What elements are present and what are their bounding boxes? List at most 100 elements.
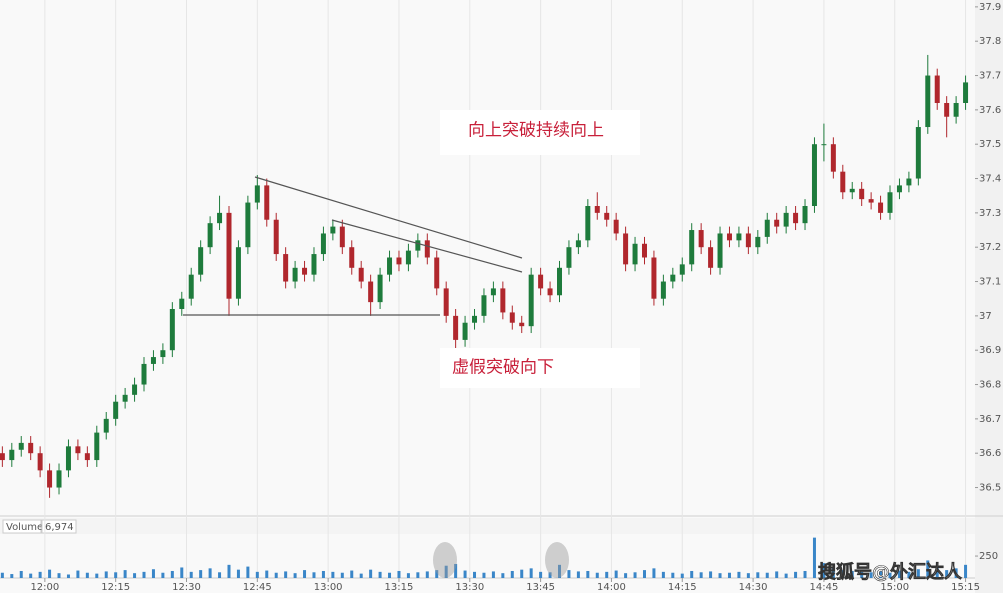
candle-body [198, 247, 204, 275]
candle-body [963, 82, 969, 103]
volume-y-tick-label: 250 [979, 551, 998, 562]
candle-body [613, 219, 619, 234]
volume-bar [397, 570, 401, 578]
volume-bar [671, 572, 675, 578]
candle-body [830, 144, 836, 172]
candle-body [292, 267, 298, 282]
candle-body [736, 233, 742, 241]
candle-body [849, 188, 855, 193]
volume-bar [860, 571, 864, 578]
candle-body [632, 243, 638, 265]
candle-body [679, 264, 685, 275]
volume-bar [756, 572, 760, 578]
volume-bar [510, 570, 514, 578]
candle-body [358, 267, 364, 282]
candle-body [755, 236, 761, 248]
volume-bar [444, 565, 448, 578]
candle-body [396, 257, 402, 265]
y-tick-label: 36.9 [979, 345, 1001, 356]
candle-body [557, 267, 563, 296]
volume-name: Volume [6, 522, 43, 533]
volume-bar [614, 570, 618, 578]
volume-bar [66, 574, 70, 578]
volume-bar [709, 571, 713, 578]
y-tick-label: 37.3 [979, 208, 1001, 219]
volume-bar [463, 570, 467, 578]
candle-body [103, 418, 109, 433]
x-tick-label: 13:30 [455, 582, 484, 593]
volume-bar [416, 572, 420, 578]
volume-bar [775, 571, 779, 578]
volume-bar [652, 568, 656, 578]
candle-body [28, 442, 34, 454]
volume-bar [359, 573, 363, 578]
volume-header [0, 518, 975, 534]
candle-body [472, 315, 478, 323]
candle-body [160, 350, 166, 358]
volume-bar [104, 571, 108, 578]
x-tick-label: 15:15 [951, 582, 980, 593]
volume-bar [491, 571, 495, 578]
candle-body [264, 185, 270, 220]
candle-body [944, 103, 950, 117]
volume-bar [189, 571, 193, 578]
candle-body [169, 309, 175, 351]
volume-bar [76, 570, 80, 578]
candle-body [226, 212, 232, 299]
volume-bar [454, 563, 458, 578]
volume-bar [114, 572, 118, 578]
volume-bar [435, 570, 439, 578]
volume-bar [964, 564, 968, 578]
candle-body [774, 219, 780, 227]
volume-bar [737, 571, 741, 578]
volume-bar [57, 573, 61, 578]
candle-body [670, 274, 676, 282]
candle-body [689, 230, 695, 265]
volume-bar [642, 570, 646, 578]
y-tick-label: 37.9 [979, 2, 1001, 13]
candle-body [368, 281, 374, 303]
x-tick-label: 12:45 [243, 582, 272, 593]
candle-body [641, 243, 647, 258]
candle-body [443, 288, 449, 316]
candle-body [934, 75, 940, 103]
volume-bar [284, 571, 288, 578]
volume-bar [624, 573, 628, 578]
volume-bar [236, 569, 240, 578]
candle-body [764, 219, 770, 237]
highlight [545, 542, 569, 578]
volume-bar [661, 571, 665, 578]
candle-body [726, 233, 732, 241]
volume-bar [293, 573, 297, 578]
y-tick-label: 37.5 [979, 139, 1001, 150]
volume-bar [331, 571, 335, 578]
annotation: 向上突破持续向上 [468, 121, 604, 141]
candle-body [339, 226, 345, 248]
note-box [440, 110, 640, 155]
candle-body [9, 449, 15, 461]
candle-body [37, 453, 43, 471]
candle-body [84, 453, 90, 461]
candle-body [75, 446, 81, 454]
candle-body [113, 401, 119, 419]
x-tick-label: 13:15 [385, 582, 414, 593]
volume-bar [303, 570, 307, 578]
candle-body [566, 247, 572, 268]
x-tick-label: 14:30 [739, 582, 768, 593]
candle-body [896, 185, 902, 193]
candle-body [840, 171, 846, 193]
volume-readout: 6,974 [45, 522, 74, 533]
volume-bar [378, 571, 382, 578]
candle-body [868, 199, 874, 203]
volume-bar [897, 570, 901, 578]
candle-body [302, 267, 308, 275]
volume-bar [473, 571, 477, 578]
candle-body [887, 192, 893, 213]
candle-body [349, 247, 355, 268]
plot-background [0, 0, 975, 593]
annotation: 虚假突破向下 [452, 358, 554, 378]
volume-bar [265, 570, 269, 578]
volume-bar [151, 569, 155, 578]
volume-bar [482, 572, 486, 578]
